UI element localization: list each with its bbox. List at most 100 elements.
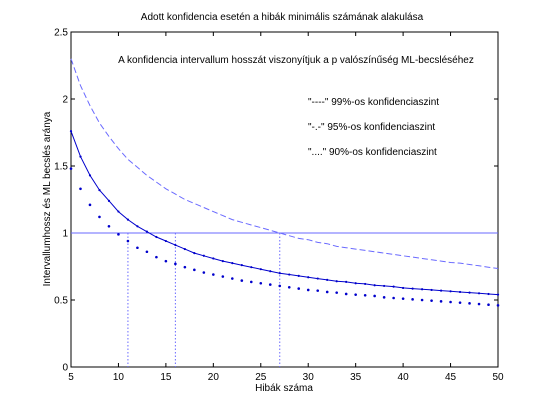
plot-area: 5 10 15 20 25 30 35 40 45 50 0 0.5 1 1.5 2 2.5 [54,28,504,384]
series-95-point [297,274,300,277]
series-90-point [88,203,92,207]
series-95-point [98,189,101,192]
series-95-point [79,155,82,158]
series-90-point [126,239,130,243]
x-tick-label: 20 [208,372,220,383]
series-95-point [487,292,490,296]
series-90-point [183,265,187,269]
x-tick-label: 45 [445,372,457,383]
series-95-point [88,174,92,177]
series-90-point [221,275,225,278]
y-tick-label: 0.5 [54,296,68,307]
series-90-point [354,293,357,296]
plot-frame [70,31,499,368]
series-90-point [458,301,462,304]
series-90-point [212,273,215,276]
series-95-point [411,287,414,290]
series-95-point [221,260,224,263]
y-tick-label: 2 [62,95,68,106]
series-90-point [316,289,320,292]
series-90-point [430,299,433,302]
series-90-point [155,255,158,259]
series-95-point [402,286,405,290]
x-tick-label: 5 [68,372,74,383]
series-90-point [240,279,244,282]
series-95-point [164,239,167,243]
series-90-point [297,287,301,290]
series-95-point [202,254,205,257]
x-tick-label: 25 [255,372,267,383]
series-95-point [420,288,424,291]
series-90-point [487,303,490,306]
series-95-point [212,257,215,260]
series-95-point [240,264,243,267]
y-tick-label: 2.5 [54,28,68,39]
series-95-line [70,131,499,296]
x-axis-label: Hibák száma [255,383,313,394]
series-90-point [449,300,452,304]
series-90-point [382,296,386,299]
series-95-point [250,266,253,269]
series-95-point [155,235,158,239]
series-95-point [354,282,357,285]
series-95-point [136,225,139,228]
series-90-point [373,294,376,298]
series-90-point [174,262,177,266]
series-99-line [70,58,499,269]
y-tick-label: 0 [62,363,68,374]
series-90-point [107,225,111,228]
series-90-point [117,233,120,236]
series-95-point [278,272,281,275]
series-90-point [287,285,291,289]
series-95-point [449,290,452,293]
series-95-point [183,247,186,251]
x-tick-label: 30 [303,372,315,383]
series-95-point [231,262,234,265]
series-90-point [69,167,73,170]
series-95-point [383,284,386,288]
series-95-point [69,130,73,133]
series-95-point [174,243,177,247]
series-90-point [268,283,272,286]
series-95-point [316,277,319,280]
series-90-point [145,250,149,254]
legend-entry-95: "-.-" 95%-os konfidenciaszint [308,122,435,133]
series-95-point [335,280,338,283]
series-90-point [249,280,253,284]
series-95-point [145,230,149,233]
series-90-point [420,298,424,302]
legend-entry-90: "...." 90%-os konfidenciaszint [308,147,437,158]
series-95-point [269,270,272,273]
series-95-point [259,268,262,271]
x-tick-label: 15 [160,372,172,383]
x-tick-label: 50 [492,372,504,383]
series-95-point [468,291,471,294]
x-tick-label: 35 [350,372,362,383]
series-90-point [325,290,329,294]
series-90-point [335,291,338,294]
series-90-point [363,294,367,297]
series-90-point [231,277,234,280]
series-90-point [468,302,471,305]
series-95-point [117,210,120,213]
chart-subtitle: A konfidencia intervallum hosszát viszon… [118,55,474,66]
series-95-point [458,290,462,294]
series-90-point [136,246,139,250]
series-90-point [344,292,348,296]
series-90-point [401,297,405,300]
series-90-point [259,281,263,285]
series-95-point [307,276,310,279]
series-95-point [107,199,111,202]
series-90-point [411,298,414,301]
series-90-point [496,304,500,307]
series-95-point [439,289,443,292]
series-90-point [477,302,481,306]
series-95-point [373,284,376,287]
series-90-point [306,288,310,292]
series-95-point [392,285,395,288]
series-95-point [126,218,130,221]
series-95-point [430,288,433,292]
chart-title: Adott konfidencia esetén a hibák minimál… [141,12,424,23]
series-90-point [392,296,395,300]
